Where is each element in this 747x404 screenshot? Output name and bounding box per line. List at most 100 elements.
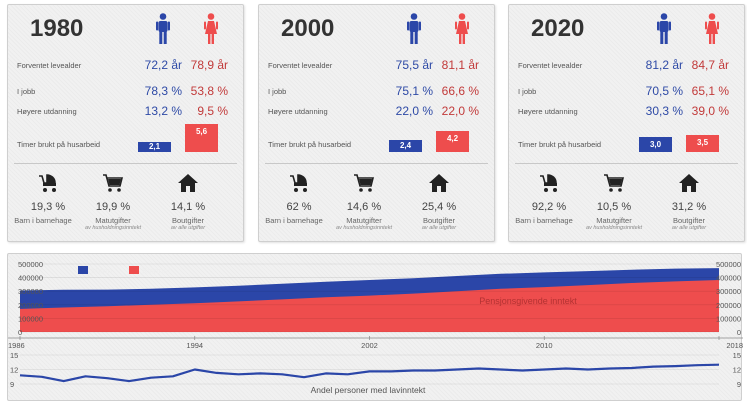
stat-label: Forventet levealder xyxy=(518,61,583,70)
x-tick-label: 1994 xyxy=(186,341,203,350)
shopping-cart-icon xyxy=(102,173,124,193)
house-icon xyxy=(678,173,700,193)
housework-label: Timer brukt på husarbeid xyxy=(518,140,602,149)
female-value: 9,5 % xyxy=(197,104,228,118)
x-tick-label: 1986 xyxy=(8,341,25,350)
male-value: 70,5 % xyxy=(645,84,683,98)
stroller-icon xyxy=(538,173,560,193)
male-person-icon xyxy=(156,13,170,45)
area-ytick-right: 100000 xyxy=(716,314,741,323)
stat-label: Høyere utdanning xyxy=(268,107,328,116)
line-title: Andel personer med lavinntekt xyxy=(311,385,426,395)
category-label: Boutgifter xyxy=(672,216,706,225)
female-value: 22,0 % xyxy=(441,104,479,118)
male-person-icon xyxy=(657,13,671,45)
category-sublabel: av husholdningsinntekt xyxy=(336,225,392,231)
shopping-cart-icon xyxy=(603,173,625,193)
category-percent: 92,2 % xyxy=(531,201,567,213)
stat-label: I jobb xyxy=(17,87,36,96)
category-percent: 25,4 % xyxy=(421,201,457,213)
timeseries-charts: 0 0 100000 100000 200000 200000 300000 300000 40… xyxy=(8,260,743,395)
male-value: 13,2 % xyxy=(144,104,182,118)
male-value: 72,2 år xyxy=(144,58,182,72)
male-housework-bar: 2,1 xyxy=(138,141,171,152)
category-percent: 14,1 % xyxy=(170,201,206,213)
area-ytick-left: 0 xyxy=(18,328,22,337)
stat-label: Høyere utdanning xyxy=(518,107,578,116)
line-ytick-right: 15 xyxy=(733,351,741,360)
male-value: 75,1 % xyxy=(395,84,433,98)
area-ytick-left: 300000 xyxy=(18,287,43,296)
category-sublabel: av alle utgifter xyxy=(671,225,707,231)
female-value: 53,8 % xyxy=(190,84,228,98)
line-ytick-left: 12 xyxy=(10,366,18,375)
lavinntekt-line xyxy=(19,363,720,383)
area-ytick-right: 300000 xyxy=(716,287,741,296)
area-ytick-left: 500000 xyxy=(18,260,43,269)
line-ytick-left: 15 xyxy=(10,351,18,360)
house-icon xyxy=(428,173,450,193)
year-card-2020: 2020 Forventet levealder 81,2 år 84,7 år I j… xyxy=(508,4,745,242)
legend-swatch-kvinner xyxy=(129,266,139,274)
area-ytick-left: 100000 xyxy=(18,314,43,323)
stroller-icon xyxy=(288,173,310,193)
stat-label: Forventet levealder xyxy=(17,61,82,70)
legend-swatch-menn xyxy=(78,266,88,274)
category-label: Matutgifter xyxy=(346,216,382,225)
category-sublabel: av husholdningsinntekt xyxy=(586,225,642,231)
area-ytick-right: 500000 xyxy=(716,260,741,269)
area-ytick-right: 200000 xyxy=(716,301,741,310)
category-percent: 31,2 % xyxy=(671,201,707,213)
legend-label-kvinner: Kvinner xyxy=(142,266,171,276)
year-card-2000: 2000 Forventet levealder 75,5 år 81,1 år I j… xyxy=(258,4,495,242)
female-value: 66,6 % xyxy=(441,84,479,98)
female-person-icon xyxy=(455,13,469,45)
category-percent: 19,3 % xyxy=(30,201,66,213)
category-sublabel: av alle utgifter xyxy=(421,225,457,231)
stat-label: Forventet levealder xyxy=(268,61,333,70)
female-housework-bar: 3,5 xyxy=(686,134,719,152)
category-label: Matutgifter xyxy=(95,216,131,225)
housework-label: Timer brukt på husarbeid xyxy=(17,140,101,149)
category-label: Boutgifter xyxy=(171,216,205,225)
male-value: 81,2 år xyxy=(645,58,683,72)
female-person-icon xyxy=(204,13,218,45)
area-kvinner xyxy=(20,280,719,332)
male-housework-bar: 2,4 xyxy=(389,140,422,152)
category-sublabel: av husholdningsinntekt xyxy=(85,225,141,231)
category-percent: 19,9 % xyxy=(95,201,131,213)
area-title: Pensjonsgivende inntekt xyxy=(479,296,577,306)
female-value: 39,0 % xyxy=(691,104,729,118)
female-housework-bar: 4,2 xyxy=(436,131,469,152)
legend-label-menn: Menn xyxy=(91,266,113,276)
card-divider xyxy=(14,163,237,164)
card-divider xyxy=(265,163,488,164)
stat-label: Høyere utdanning xyxy=(17,107,77,116)
year-heading: 2020 xyxy=(531,15,585,42)
year-card-1980: 1980 Forventet levealder 72,2 år 78,9 år I j… xyxy=(7,4,244,242)
category-label: Barn i barnehage xyxy=(265,216,323,225)
male-person-icon xyxy=(407,13,421,45)
category-label: Barn i barnehage xyxy=(515,216,573,225)
female-person-icon xyxy=(705,13,719,45)
stat-label: I jobb xyxy=(518,87,537,96)
area-ytick-right: 0 xyxy=(737,328,741,337)
year-heading: 2000 xyxy=(281,15,335,42)
stroller-icon xyxy=(37,173,59,193)
female-housework-bar: 5,6 xyxy=(185,124,218,152)
category-label: Matutgifter xyxy=(596,216,632,225)
male-value: 30,3 % xyxy=(645,104,683,118)
shopping-cart-icon xyxy=(353,173,375,193)
male-value: 75,5 år xyxy=(395,58,433,72)
male-housework-bar: 3,0 xyxy=(639,137,672,152)
x-tick-label: 2002 xyxy=(361,341,378,350)
area-ytick-right: 400000 xyxy=(716,274,741,283)
category-percent: 62 % xyxy=(286,201,312,213)
line-ytick-right: 12 xyxy=(733,366,741,375)
house-icon xyxy=(177,173,199,193)
housework-label: Timer brukt på husarbeid xyxy=(268,140,352,149)
category-label: Boutgifter xyxy=(422,216,456,225)
chart-panel: 0 0 100000 100000 200000 200000 300000 300000 40… xyxy=(7,253,743,401)
male-value: 78,3 % xyxy=(144,84,182,98)
stat-label: I jobb xyxy=(268,87,287,96)
